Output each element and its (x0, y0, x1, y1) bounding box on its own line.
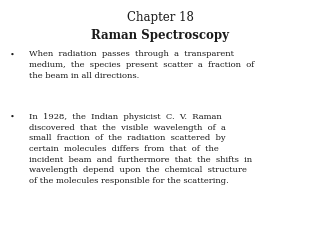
Text: Chapter 18: Chapter 18 (127, 11, 193, 24)
Text: In  1928,  the  Indian  physicist  C.  V.  Raman
discovered  that  the  visible : In 1928, the Indian physicist C. V. Rama… (29, 113, 252, 185)
Text: When  radiation  passes  through  a  transparent
medium,  the  species  present : When radiation passes through a transpar… (29, 50, 254, 80)
Text: •: • (10, 113, 14, 121)
Text: •: • (10, 50, 14, 58)
Text: Raman Spectroscopy: Raman Spectroscopy (91, 29, 229, 42)
